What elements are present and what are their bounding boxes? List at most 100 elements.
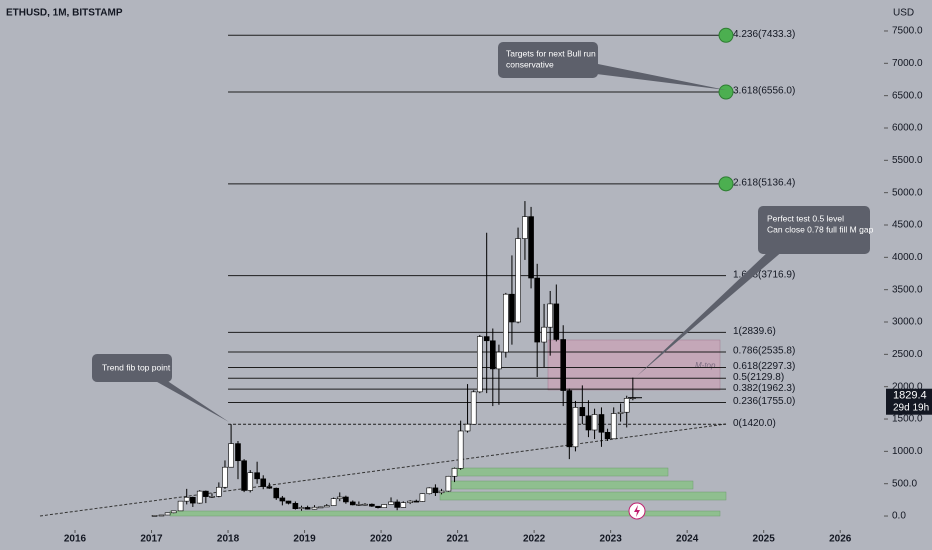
event-icon-glyph	[634, 505, 640, 517]
candle-body	[317, 506, 324, 509]
fib-label: 0.5(2129.8)	[733, 372, 784, 383]
candle-body	[470, 391, 477, 425]
candle-body	[509, 293, 515, 323]
zone-bar	[446, 480, 694, 490]
target-marker	[718, 84, 734, 100]
countdown-label: 29d 19h	[893, 402, 929, 413]
candle-body	[381, 504, 387, 508]
y-tick-label: 3000.0	[892, 317, 923, 328]
trend-line	[39, 423, 727, 517]
price-tag	[886, 388, 932, 415]
candle-body	[247, 472, 254, 491]
candle-body	[209, 496, 215, 498]
candle-body	[566, 390, 573, 448]
candle-body	[311, 506, 318, 510]
callout	[498, 42, 598, 78]
candle-body	[560, 339, 567, 391]
candle-body	[496, 351, 502, 370]
candle-body	[375, 505, 381, 508]
candle-body	[445, 475, 452, 492]
candle-body	[432, 487, 439, 494]
annotation: Targets for next Bull run	[506, 48, 596, 58]
y-tick-label: 7000.0	[892, 58, 923, 69]
candle-body	[164, 512, 171, 516]
m-top-label: M-top	[695, 361, 716, 370]
annotation: Trend fib top point	[102, 362, 171, 372]
candle-body	[190, 496, 196, 504]
candle-body	[623, 398, 630, 413]
candle-body	[394, 501, 400, 508]
callout	[92, 354, 172, 382]
candle-body	[457, 430, 464, 469]
candle-body	[413, 500, 420, 503]
x-tick-label: 2026	[829, 534, 852, 545]
fib-label: 0.786(2535.8)	[733, 346, 795, 357]
fib-label: 0.236(1755.0)	[733, 396, 795, 407]
candle-body	[292, 502, 299, 510]
candle-body	[572, 407, 579, 448]
x-tick-label: 2022	[523, 534, 546, 545]
y-axis-label: USD	[893, 8, 914, 19]
candle-body	[591, 414, 598, 431]
fib-label: 0.382(1962.3)	[733, 383, 795, 394]
candle-body	[579, 407, 586, 417]
x-tick-label: 2016	[64, 534, 87, 545]
callout-pointer	[637, 250, 784, 376]
candle-body	[304, 507, 311, 510]
annotation: conservative	[506, 59, 554, 69]
candle-body	[183, 496, 190, 502]
x-tick-label: 2024	[676, 534, 699, 545]
candle-body	[170, 510, 177, 514]
price-tag-label: 1829.4	[893, 390, 927, 402]
candle-body	[228, 443, 234, 468]
callout-pointer	[580, 64, 726, 90]
y-tick-label: 6000.0	[892, 123, 923, 134]
candle-body	[534, 277, 540, 343]
callout	[758, 206, 870, 254]
candle-body	[489, 340, 496, 370]
candle-body	[356, 504, 362, 506]
fib-label: 1(2839.6)	[733, 326, 776, 337]
candle-body	[407, 500, 413, 503]
candle-body	[585, 415, 592, 431]
candle-body	[522, 216, 528, 239]
y-tick-label: 1000.0	[892, 446, 923, 457]
target-marker	[718, 27, 734, 43]
candle-body	[464, 423, 471, 432]
candle-body	[604, 431, 611, 440]
candle-body	[235, 443, 241, 462]
x-tick-label: 2019	[293, 534, 316, 545]
x-tick-label: 2018	[217, 534, 240, 545]
y-tick-label: 500.0	[892, 478, 917, 489]
candle-body	[196, 490, 203, 504]
candle-body	[476, 336, 483, 393]
candle-body	[369, 503, 375, 507]
fib-label: 2.618(5136.4)	[733, 177, 795, 188]
candle-body	[330, 498, 337, 506]
candle-body	[216, 486, 222, 497]
y-tick-label: 2500.0	[892, 349, 923, 360]
fib-label: 0.618(2297.3)	[733, 361, 795, 372]
candle-body	[260, 478, 267, 487]
candle-body	[151, 515, 158, 517]
y-tick-label: 1500.0	[892, 414, 923, 425]
candle-body	[349, 501, 356, 506]
candle-body	[617, 411, 624, 414]
callout-pointer	[150, 378, 229, 422]
fib-label: 0(1420.0)	[733, 418, 776, 429]
zone-bar	[451, 467, 669, 477]
y-tick-label: 0.0	[892, 511, 906, 522]
candle-body	[610, 413, 617, 440]
candle-body	[541, 326, 547, 343]
x-tick-label: 2021	[446, 534, 469, 545]
candle-body	[177, 500, 184, 512]
x-tick-label: 2020	[370, 534, 393, 545]
candle-body	[598, 414, 605, 433]
candle-body	[323, 505, 330, 508]
fib-label: 3.618(6556.0)	[733, 86, 795, 97]
y-tick-label: 7500.0	[892, 26, 923, 37]
candle-body	[400, 502, 407, 508]
chart-title: ETHUSD, 1M, BITSTAMP	[6, 8, 123, 19]
candle-body	[343, 496, 349, 503]
candle-body	[285, 500, 292, 504]
